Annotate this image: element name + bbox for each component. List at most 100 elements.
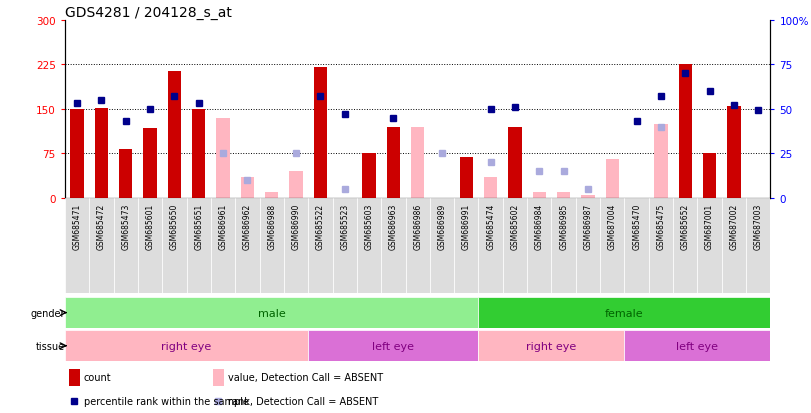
FancyBboxPatch shape bbox=[454, 198, 478, 293]
FancyBboxPatch shape bbox=[260, 198, 284, 293]
FancyBboxPatch shape bbox=[624, 198, 649, 293]
FancyBboxPatch shape bbox=[65, 198, 89, 293]
Text: right eye: right eye bbox=[161, 341, 212, 351]
Text: GSM685601: GSM685601 bbox=[145, 203, 155, 249]
FancyBboxPatch shape bbox=[527, 198, 551, 293]
FancyBboxPatch shape bbox=[138, 198, 162, 293]
Text: left eye: left eye bbox=[372, 341, 414, 351]
FancyBboxPatch shape bbox=[308, 330, 478, 361]
FancyBboxPatch shape bbox=[746, 198, 770, 293]
FancyBboxPatch shape bbox=[162, 198, 187, 293]
Bar bbox=[703, 154, 716, 198]
Text: GSM685470: GSM685470 bbox=[632, 203, 642, 249]
Text: gender: gender bbox=[30, 308, 65, 318]
Bar bbox=[290, 172, 303, 198]
Text: female: female bbox=[605, 308, 644, 318]
FancyBboxPatch shape bbox=[722, 198, 746, 293]
Bar bbox=[654, 124, 667, 198]
Text: GSM686962: GSM686962 bbox=[242, 203, 252, 249]
Text: GSM685523: GSM685523 bbox=[340, 203, 350, 249]
Bar bbox=[387, 127, 400, 198]
Text: GSM685472: GSM685472 bbox=[97, 203, 106, 249]
FancyBboxPatch shape bbox=[381, 198, 406, 293]
FancyBboxPatch shape bbox=[211, 198, 235, 293]
Bar bbox=[727, 107, 740, 198]
Text: male: male bbox=[258, 308, 285, 318]
Text: GSM685603: GSM685603 bbox=[364, 203, 374, 249]
Text: GSM685651: GSM685651 bbox=[194, 203, 204, 249]
FancyBboxPatch shape bbox=[69, 369, 79, 386]
FancyBboxPatch shape bbox=[649, 198, 673, 293]
FancyBboxPatch shape bbox=[213, 369, 224, 386]
Bar bbox=[581, 195, 594, 198]
Bar bbox=[192, 109, 205, 198]
Text: GSM685522: GSM685522 bbox=[315, 203, 325, 249]
Text: GSM685650: GSM685650 bbox=[169, 203, 179, 249]
Text: left eye: left eye bbox=[676, 341, 719, 351]
FancyBboxPatch shape bbox=[478, 198, 503, 293]
FancyBboxPatch shape bbox=[673, 198, 697, 293]
Bar bbox=[387, 127, 400, 198]
Text: percentile rank within the sample: percentile rank within the sample bbox=[84, 396, 249, 406]
Bar bbox=[71, 109, 84, 198]
Bar bbox=[679, 65, 692, 198]
Text: GSM686990: GSM686990 bbox=[291, 203, 301, 249]
FancyBboxPatch shape bbox=[600, 198, 624, 293]
Bar bbox=[144, 128, 157, 198]
FancyBboxPatch shape bbox=[406, 198, 430, 293]
Text: count: count bbox=[84, 373, 112, 382]
Text: GDS4281 / 204128_s_at: GDS4281 / 204128_s_at bbox=[65, 6, 232, 20]
Text: GSM687003: GSM687003 bbox=[753, 203, 763, 249]
FancyBboxPatch shape bbox=[624, 330, 770, 361]
Text: GSM687001: GSM687001 bbox=[705, 203, 714, 249]
FancyBboxPatch shape bbox=[235, 198, 260, 293]
Text: GSM686984: GSM686984 bbox=[534, 203, 544, 249]
Bar bbox=[606, 160, 619, 198]
Text: value, Detection Call = ABSENT: value, Detection Call = ABSENT bbox=[228, 373, 383, 382]
Text: GSM686985: GSM686985 bbox=[559, 203, 569, 249]
Bar bbox=[411, 127, 424, 198]
Bar bbox=[557, 192, 570, 198]
Bar bbox=[241, 178, 254, 198]
Text: GSM687004: GSM687004 bbox=[607, 203, 617, 249]
Bar bbox=[119, 150, 132, 198]
Text: GSM686989: GSM686989 bbox=[437, 203, 447, 249]
FancyBboxPatch shape bbox=[503, 198, 527, 293]
Text: GSM687002: GSM687002 bbox=[729, 203, 739, 249]
FancyBboxPatch shape bbox=[333, 198, 357, 293]
FancyBboxPatch shape bbox=[308, 198, 333, 293]
Text: GSM686991: GSM686991 bbox=[461, 203, 471, 249]
FancyBboxPatch shape bbox=[357, 198, 381, 293]
FancyBboxPatch shape bbox=[697, 198, 722, 293]
Bar bbox=[460, 158, 473, 198]
Text: GSM686986: GSM686986 bbox=[413, 203, 423, 249]
Text: GSM686987: GSM686987 bbox=[583, 203, 593, 249]
Bar bbox=[95, 108, 108, 198]
Text: GSM685474: GSM685474 bbox=[486, 203, 496, 249]
Text: GSM686961: GSM686961 bbox=[218, 203, 228, 249]
Bar bbox=[314, 68, 327, 198]
Text: tissue: tissue bbox=[36, 341, 65, 351]
Text: GSM686963: GSM686963 bbox=[388, 203, 398, 249]
FancyBboxPatch shape bbox=[65, 330, 308, 361]
Text: GSM685652: GSM685652 bbox=[680, 203, 690, 249]
Text: GSM686988: GSM686988 bbox=[267, 203, 277, 249]
Bar bbox=[460, 175, 473, 198]
Text: GSM685475: GSM685475 bbox=[656, 203, 666, 249]
Bar bbox=[217, 118, 230, 198]
Text: GSM685473: GSM685473 bbox=[121, 203, 131, 249]
Bar bbox=[533, 192, 546, 198]
FancyBboxPatch shape bbox=[65, 297, 478, 328]
Text: right eye: right eye bbox=[526, 341, 577, 351]
Bar bbox=[484, 178, 497, 198]
FancyBboxPatch shape bbox=[187, 198, 211, 293]
Bar bbox=[508, 127, 521, 198]
Bar bbox=[168, 72, 181, 198]
FancyBboxPatch shape bbox=[430, 198, 454, 293]
Text: GSM685471: GSM685471 bbox=[72, 203, 82, 249]
FancyBboxPatch shape bbox=[478, 297, 770, 328]
Text: rank, Detection Call = ABSENT: rank, Detection Call = ABSENT bbox=[228, 396, 378, 406]
FancyBboxPatch shape bbox=[284, 198, 308, 293]
FancyBboxPatch shape bbox=[478, 330, 624, 361]
FancyBboxPatch shape bbox=[576, 198, 600, 293]
